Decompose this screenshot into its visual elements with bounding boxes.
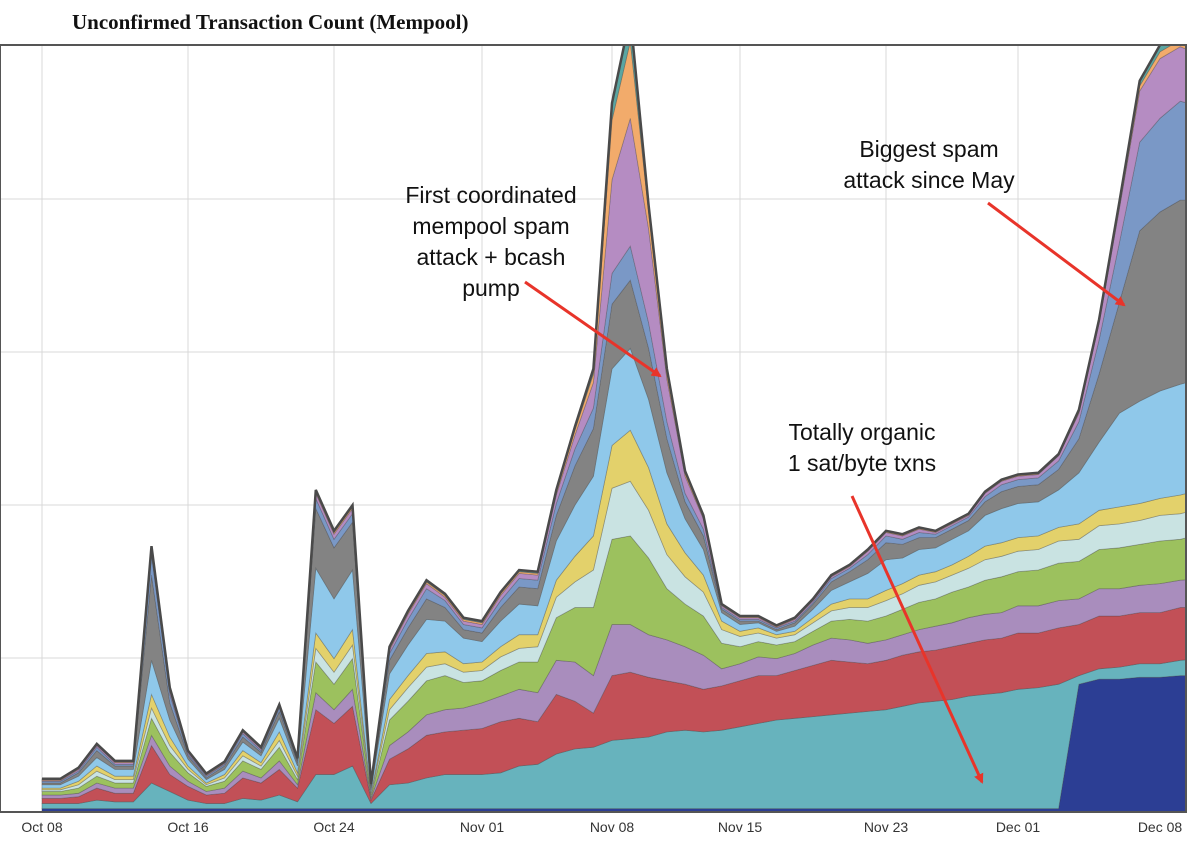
series-area-10 [41, 46, 1186, 787]
x-tick-label: Dec 08 [1138, 819, 1183, 835]
x-tick-label: Dec 01 [996, 819, 1041, 835]
annotation-arrow [987, 201, 1126, 307]
annotation-1: Biggest spam attack since May [843, 136, 1126, 307]
annotation-text-line: mempool spam [412, 213, 569, 239]
series-area-8 [41, 199, 1186, 790]
series-area-4 [41, 535, 1186, 799]
annotation-text-line: pump [462, 275, 520, 301]
total-outline [42, 45, 1163, 785]
annotation-text-line: attack + bcash [417, 244, 566, 270]
series-area-1 [41, 659, 1186, 809]
series-area-3 [41, 579, 1186, 802]
series-area-9 [41, 100, 1186, 789]
plot-frame [0, 44, 1187, 813]
x-axis-ticks: Oct 08 Oct 16 Oct 24 Nov 01 Nov 08 Nov 15 Nov … [21, 819, 1182, 835]
x-tick-label: Nov 08 [590, 819, 635, 835]
annotation-text-line: First coordinated [405, 182, 576, 208]
chart-title: Unconfirmed Transaction Count (Mempool) [72, 10, 469, 34]
x-tick-label: Oct 16 [167, 819, 208, 835]
x-tick-label: Oct 24 [313, 819, 354, 835]
x-tick-label: Nov 01 [460, 819, 505, 835]
x-tick-label: Nov 23 [864, 819, 909, 835]
annotation-0: First coordinated mempool spam attack + bc… [405, 182, 662, 378]
annotation-text-line: Totally organic [788, 419, 935, 445]
annotations: First coordinated mempool spam attack + bc… [405, 136, 1126, 784]
annotation-arrow [850, 495, 984, 784]
annotation-text-line: 1 sat/byte txns [788, 450, 936, 476]
x-tick-label: Oct 08 [21, 819, 62, 835]
annotation-2: Totally organic 1 sat/byte txns [788, 419, 984, 784]
x-tick-label: Nov 15 [718, 819, 763, 835]
stacked-areas [41, 45, 1186, 812]
annotation-text-line: attack since May [843, 167, 1015, 193]
annotation-arrow [524, 280, 662, 378]
annotation-text-line: Biggest spam [859, 136, 998, 162]
